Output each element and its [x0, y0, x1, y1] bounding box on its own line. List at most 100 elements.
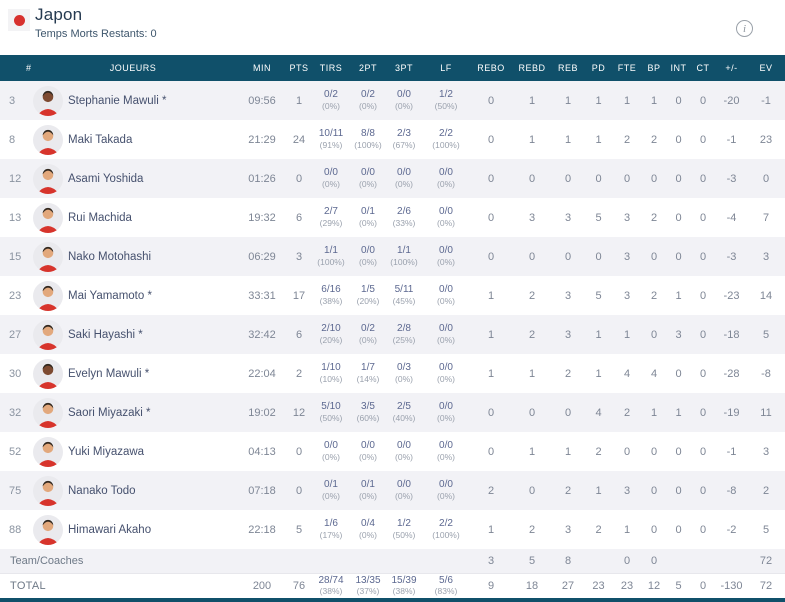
tirs-cell: 0/0 (0%): [312, 168, 350, 188]
3pt-cell: 1/2 (50%): [386, 519, 422, 539]
2pt-made-attempted: 0/1: [361, 206, 375, 218]
info-icon[interactable]: i: [736, 20, 753, 37]
player-name[interactable]: Mai Yamamoto *: [68, 289, 152, 302]
player-name[interactable]: Rui Machida: [68, 211, 132, 224]
stat-cell-ev: 3: [762, 445, 770, 458]
stat-cell-bp: 0: [650, 250, 658, 263]
2pt-made-attempted: 1/5: [361, 284, 375, 296]
stat-cell-ct: 0: [699, 580, 707, 592]
stat-cell-fte: 1: [623, 94, 631, 107]
stat-cell-pd: 1: [595, 367, 602, 380]
column-header-int: INT: [670, 63, 687, 73]
timeouts-remaining-label: Temps Morts Restants: 0: [35, 28, 157, 40]
stat-cell-ev: 11: [760, 406, 772, 419]
total-label: TOTAL: [10, 580, 46, 592]
stat-cell-rebd: 1: [528, 367, 536, 380]
3pt-made-attempted: 2/5: [397, 401, 411, 413]
lf-cell: 0/0 (0%): [422, 324, 470, 344]
stat-cell-pd: 1: [595, 94, 602, 107]
player-row: 8 Maki Takada 21:29 24 10/11 (91%) 8/8 (100%) 2/…: [0, 120, 785, 159]
2pt-made-attempted: 0/0: [361, 167, 375, 179]
player-cell: Asami Yoshida: [28, 163, 238, 194]
stat-cell-plus-minus: -4: [726, 211, 737, 224]
player-row: 12 Asami Yoshida 01:26 0 0/0 (0%) 0/0 (0%) 0/0 (0…: [0, 159, 785, 198]
stat-cell-reb: 1: [564, 133, 572, 146]
table-bottom-bar: [0, 598, 785, 602]
lf-cell: 0/0 (0%): [422, 207, 470, 227]
stat-cell-reb: 1: [564, 445, 572, 458]
min-cell: 01:26: [248, 172, 276, 185]
3pt-cell: 2/8 (25%): [386, 324, 422, 344]
3pt-percentage: (0%): [395, 490, 413, 501]
player-name[interactable]: Saori Miyazaki *: [68, 406, 151, 419]
stat-cell-ct: 0: [699, 445, 707, 458]
stat-cell-pd: 5: [595, 289, 602, 302]
player-name[interactable]: Asami Yoshida: [68, 172, 144, 185]
player-row: 3 Stephanie Mawuli * 09:56 1 0/2 (0%) 0/2 (0%) 0…: [0, 81, 785, 120]
lf-cell: 0/0 (0%): [422, 285, 470, 305]
player-name[interactable]: Stephanie Mawuli *: [68, 94, 167, 107]
stat-cell-ct: 0: [699, 250, 707, 263]
2pt-cell: 0/1 (0%): [350, 480, 386, 500]
stat-cell-reb: 0: [564, 250, 572, 263]
tirs-cell: 1/10 (10%): [312, 363, 350, 383]
total-row: TOTAL 200 76 28/74 (38%) 13/35 (37%) 15/39 (38%)…: [0, 573, 785, 598]
player-cell: Nako Motohashi: [28, 241, 238, 272]
stat-cell-ct: 0: [699, 523, 707, 536]
player-number: 30: [9, 367, 22, 380]
player-row: 52 Yuki Miyazawa 04:13 0 0/0 (0%) 0/0 (0%) 0/0 (0…: [0, 432, 785, 471]
tirs-percentage: (38%): [319, 586, 343, 597]
column-header-tirs: TIRS: [319, 63, 343, 73]
tirs-percentage: (20%): [319, 334, 343, 345]
stat-cell-fte: 0: [623, 445, 631, 458]
stat-cell-ev: 72: [759, 555, 773, 567]
stat-cell-ct: 0: [699, 367, 707, 380]
player-name[interactable]: Himawari Akaho: [68, 523, 152, 536]
player-name[interactable]: Saki Hayashi *: [68, 328, 143, 341]
column-header-3pt: 3PT: [394, 63, 413, 73]
3pt-cell: 0/0 (0%): [386, 90, 422, 110]
player-avatar-icon: [33, 280, 63, 311]
lf-percentage: (50%): [434, 100, 458, 111]
stat-cell-rebo: 0: [487, 172, 495, 185]
player-name[interactable]: Yuki Miyazawa: [68, 445, 145, 458]
2pt-cell: 0/0 (0%): [350, 246, 386, 266]
3pt-percentage: (0%): [395, 373, 413, 384]
stat-cell-int: 0: [675, 133, 682, 146]
stat-cell-fte: 4: [623, 367, 631, 380]
stat-cell-plus-minus: -18: [723, 328, 740, 341]
stat-cell-rebo: 0: [487, 250, 495, 263]
stat-cell-bp: 1: [650, 94, 658, 107]
stat-cell-fte: 3: [623, 484, 631, 497]
player-number: 88: [9, 523, 22, 536]
player-cell: Saori Miyazaki *: [28, 397, 238, 428]
stat-cell-plus-minus: -1: [726, 133, 737, 146]
stat-cell-reb: 1: [564, 94, 572, 107]
2pt-percentage: (0%): [359, 334, 377, 345]
player-number: 15: [9, 250, 22, 263]
stat-cell-int: 0: [675, 172, 682, 185]
player-name[interactable]: Evelyn Mawuli *: [68, 367, 150, 380]
2pt-percentage: (37%): [356, 586, 380, 597]
min-cell: 200: [252, 580, 272, 592]
stat-cell-ev: 14: [759, 289, 773, 302]
stat-cell-fte: 0: [623, 172, 631, 185]
2pt-made-attempted: 0/2: [361, 89, 375, 101]
team-coaches-row: Team/Coaches 3 5 8 0 0 72: [0, 549, 785, 573]
player-name[interactable]: Nanako Todo: [68, 484, 136, 497]
2pt-cell: 3/5 (60%): [350, 402, 386, 422]
tirs-cell: 6/16 (38%): [312, 285, 350, 305]
3pt-percentage: (38%): [392, 586, 416, 597]
column-header-plus-minus: +/-: [725, 63, 738, 73]
3pt-made-attempted: 15/39: [391, 574, 417, 586]
pts-cell: 0: [295, 172, 303, 185]
player-avatar-icon: [33, 319, 63, 350]
player-name[interactable]: Maki Takada: [68, 133, 133, 146]
stat-cell-ct: 0: [699, 133, 707, 146]
player-name[interactable]: Nako Motohashi: [68, 250, 152, 263]
stat-cell-ev: 5: [762, 523, 770, 536]
tirs-made-attempted: 0/0: [324, 167, 338, 179]
3pt-made-attempted: 2/6: [397, 206, 411, 218]
min-cell: 21:29: [248, 133, 276, 146]
player-row: 23 Mai Yamamoto * 33:31 17 6/16 (38%) 1/5 (20%)…: [0, 276, 785, 315]
